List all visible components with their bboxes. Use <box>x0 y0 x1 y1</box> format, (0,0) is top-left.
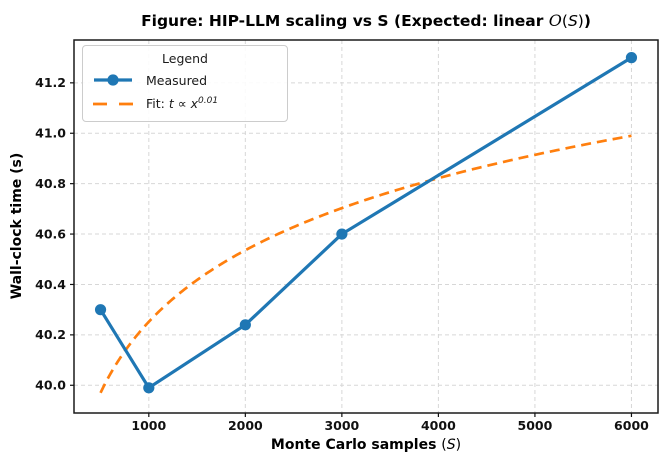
legend-label-measured: Measured <box>146 72 208 88</box>
x-tick-label: 2000 <box>228 418 263 433</box>
title-text: Figure: HIP-LLM scaling vs S (Expected: … <box>141 12 549 30</box>
y-tick-label: 40.2 <box>35 327 66 342</box>
x-tick-label: 4000 <box>421 418 456 433</box>
y-tick-label: 40.6 <box>35 226 66 241</box>
x-tick-label: 5000 <box>518 418 553 433</box>
title-close-paren: ) <box>583 12 591 30</box>
legend-title: Legend <box>162 51 208 66</box>
gridlines <box>74 40 658 413</box>
title-math-close-paren: ) <box>577 12 584 30</box>
measured-data-point <box>625 52 638 64</box>
measured-line-sample-icon <box>94 74 132 86</box>
y-tick-label: 40.4 <box>35 277 66 292</box>
tick-marks <box>70 82 633 417</box>
y-tick-label: 41.2 <box>35 75 66 90</box>
legend-item-fit: Fit: t ∝ x0.01 <box>83 92 287 116</box>
y-axis-label: Wall-clock time (s) <box>9 152 25 300</box>
legend-item-measured: Measured <box>83 68 287 92</box>
x-tick-label: 6000 <box>614 418 649 433</box>
plot-border <box>73 39 659 414</box>
x-tick-label: 3000 <box>324 418 359 433</box>
fit-dashed-line-sample-icon <box>93 102 133 106</box>
title-math-s: S <box>567 12 578 30</box>
tick-labels: 1000 2000 3000 4000 5000 6000 40.0 40.2 40.4 40.6… <box>35 75 649 433</box>
axes-spines <box>73 39 659 414</box>
y-tick-label: 40.8 <box>35 176 66 191</box>
measured-data-point <box>143 382 155 394</box>
y-tick-label: 40.0 <box>35 378 66 393</box>
legend: Legend Measured Fit: t ∝ x0.01 <box>82 45 288 122</box>
fit-curve <box>99 134 632 394</box>
y-tick-label: 41.0 <box>35 126 66 141</box>
x-tick-label: 1000 <box>131 418 166 433</box>
title-math-open-paren: ( <box>561 12 568 30</box>
fit-series <box>99 134 632 394</box>
legend-label-fit: Fit: t ∝ x0.01 <box>146 96 219 112</box>
chart-title: Figure: HIP-LLM scaling vs S (Expected: … <box>74 10 658 32</box>
measured-data-point <box>336 228 348 240</box>
measured-series <box>94 52 638 394</box>
x-axis-label: Monte Carlo samples (S) <box>270 437 462 453</box>
measured-data-point <box>239 319 251 331</box>
title-bigo-symbol: O <box>548 11 562 30</box>
measured-data-point <box>94 304 107 316</box>
